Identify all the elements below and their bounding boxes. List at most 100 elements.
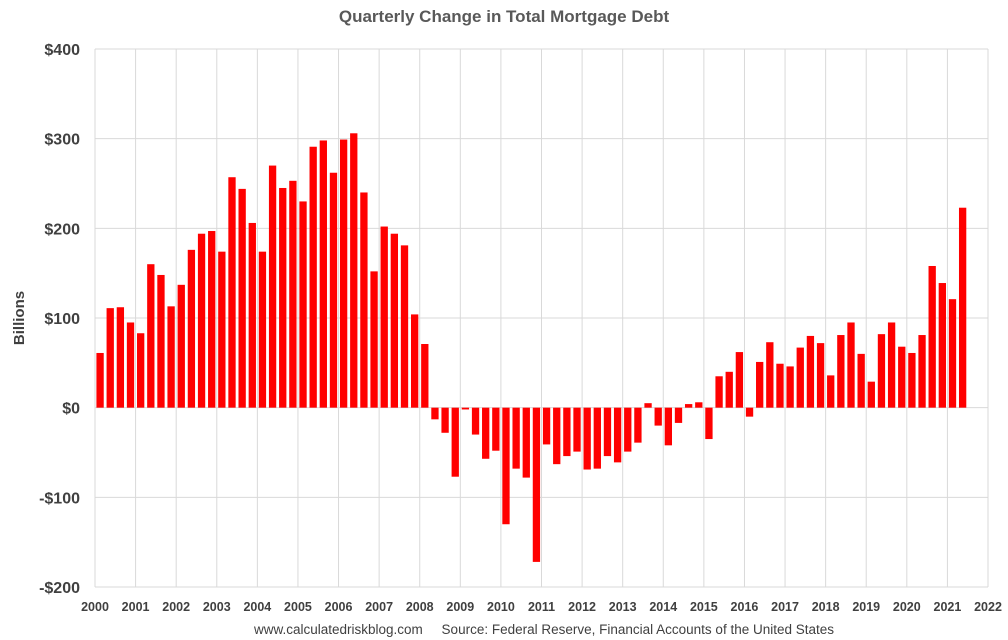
- bar: [390, 233, 399, 408]
- x-tick-label: 2021: [934, 600, 962, 614]
- bar: [948, 299, 957, 408]
- bar: [522, 407, 530, 478]
- x-tick-label: 2002: [162, 600, 190, 614]
- bar: [918, 335, 926, 408]
- bar: [502, 407, 510, 525]
- bar: [431, 407, 439, 420]
- bar: [816, 343, 825, 408]
- bar: [289, 180, 297, 408]
- x-tick-label: 2008: [406, 600, 434, 614]
- bar: [735, 352, 744, 408]
- y-tick-label: $0: [62, 401, 80, 418]
- bar: [898, 346, 906, 408]
- bar: [867, 381, 875, 408]
- x-tick-label: 2001: [122, 600, 150, 614]
- bar: [796, 347, 804, 408]
- bar: [350, 133, 358, 408]
- bar: [197, 233, 206, 408]
- y-tick-label: $300: [44, 132, 80, 149]
- bar: [532, 407, 541, 562]
- bar: [106, 308, 114, 408]
- bar: [806, 335, 815, 408]
- bar: [248, 222, 256, 408]
- bar: [583, 407, 591, 470]
- bar: [715, 376, 723, 408]
- bar: [411, 314, 419, 408]
- x-tick-label: 2010: [487, 600, 515, 614]
- bar: [674, 407, 683, 423]
- x-tick-label: 2017: [771, 600, 799, 614]
- bar: [380, 226, 388, 408]
- bar: [573, 407, 581, 452]
- x-tick-label: 2015: [690, 600, 718, 614]
- bar: [360, 192, 368, 408]
- bar: [745, 407, 754, 417]
- bars: [96, 133, 967, 562]
- footer-source: www.calculatedriskblog.com Source: Feder…: [253, 622, 834, 637]
- bar: [279, 187, 287, 408]
- bar: [157, 274, 165, 408]
- bar: [339, 139, 348, 408]
- bar: [137, 333, 145, 408]
- x-tick-label: 2006: [325, 600, 353, 614]
- bar: [705, 407, 713, 440]
- x-tick-label: 2020: [893, 600, 921, 614]
- bar: [857, 353, 865, 408]
- bar: [177, 284, 185, 408]
- x-tick-label: 2014: [649, 600, 677, 614]
- x-tick-label: 2005: [284, 600, 312, 614]
- bar: [126, 322, 135, 408]
- bar: [938, 283, 946, 408]
- bar: [461, 407, 470, 410]
- chart-title: Quarterly Change in Total Mortgage Debt: [339, 7, 670, 26]
- bar: [258, 251, 267, 408]
- y-axis-label: Billions: [11, 291, 28, 345]
- y-tick-label: -$200: [39, 580, 80, 597]
- bar: [329, 172, 338, 408]
- bar: [634, 407, 642, 443]
- bar: [492, 407, 500, 451]
- x-tick-label: 2004: [243, 600, 271, 614]
- bar: [725, 371, 733, 408]
- bar: [268, 165, 277, 408]
- bar: [542, 407, 551, 445]
- bar: [877, 334, 886, 408]
- bar: [167, 306, 175, 408]
- bar: [512, 407, 520, 469]
- x-axis-ticks: 2000 2001 2002 2003 2004 2005 2006 2007 2008 2009…: [81, 600, 1002, 614]
- x-tick-label: 2016: [731, 600, 759, 614]
- bar: [756, 361, 764, 408]
- x-tick-label: 2003: [203, 600, 231, 614]
- bar: [319, 140, 327, 408]
- x-tick-label: 2000: [81, 600, 109, 614]
- bar: [654, 407, 662, 426]
- bar: [553, 407, 561, 465]
- bar: [238, 188, 246, 408]
- bar: [776, 363, 784, 408]
- bar: [887, 322, 896, 408]
- bar: [147, 264, 155, 408]
- bar: [695, 402, 703, 408]
- bar: [847, 322, 855, 408]
- bar: [299, 201, 307, 408]
- bar: [684, 404, 693, 408]
- x-tick-label: 2011: [528, 600, 555, 614]
- x-tick-label: 2022: [974, 600, 1002, 614]
- x-tick-label: 2009: [446, 600, 474, 614]
- bar: [603, 407, 612, 457]
- bar: [827, 375, 835, 408]
- bar: [228, 177, 236, 408]
- bar: [837, 335, 845, 408]
- y-axis-ticks: $400 $300 $200 $100 $0 -$100 -$200: [39, 42, 80, 597]
- y-tick-label: $100: [44, 311, 80, 328]
- bar: [96, 352, 104, 408]
- bar: [471, 407, 480, 435]
- bar: [664, 407, 672, 446]
- bar: [421, 344, 429, 408]
- bar: [908, 352, 916, 408]
- x-tick-label: 2013: [609, 600, 637, 614]
- bar: [958, 207, 967, 408]
- bar: [928, 265, 936, 408]
- y-tick-label: $200: [44, 221, 80, 238]
